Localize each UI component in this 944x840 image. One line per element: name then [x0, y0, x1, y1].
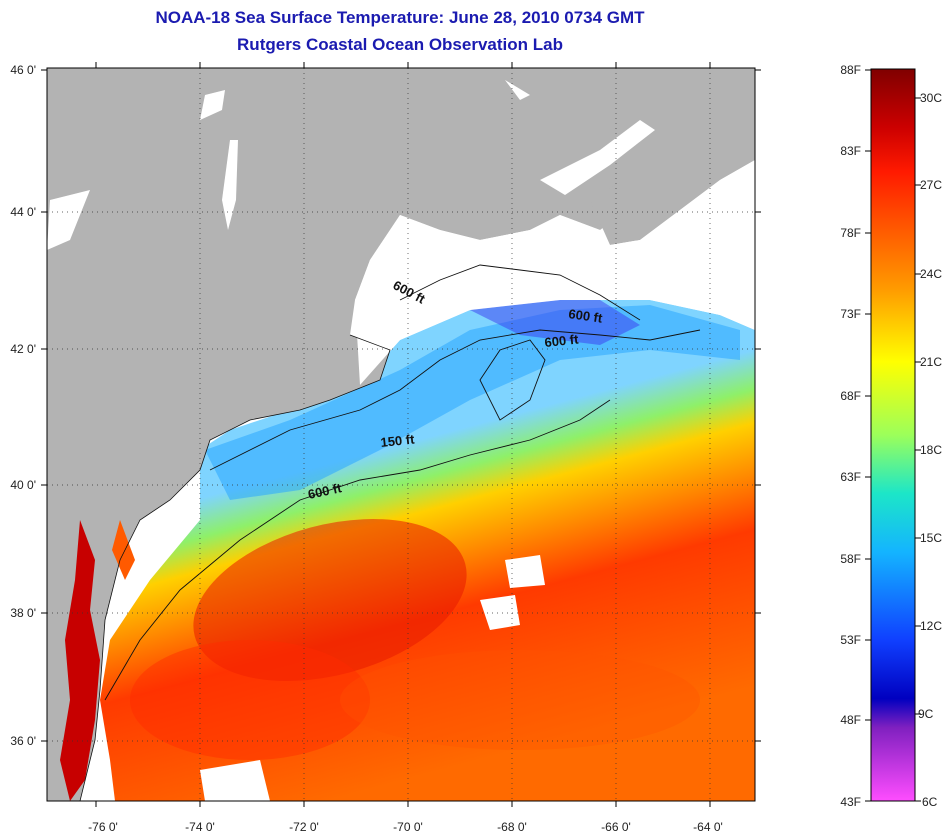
lon-tick-label: -74 0'	[185, 820, 215, 834]
coastline	[79, 334, 391, 801]
depth-label: 600 ft	[544, 331, 580, 350]
colorbar-f-label: 78F	[840, 226, 861, 240]
colorbar-f-label: 88F	[840, 63, 861, 77]
lat-tick-label: 42 0'	[10, 342, 36, 356]
colorbar-c-label: 30C	[920, 91, 942, 105]
lon-tick-label: -64 0'	[693, 820, 723, 834]
colorbar-f-label: 63F	[840, 470, 861, 484]
colorbar-c-label: 9C	[918, 707, 934, 721]
georges-bank-contour	[479, 339, 546, 421]
chesapeake-bay	[60, 520, 100, 801]
map-frame	[46, 67, 756, 802]
cloud-gap	[505, 555, 545, 588]
graticule	[47, 68, 755, 801]
shelf-cold-patches	[470, 296, 640, 345]
lat-tick-label: 40 0'	[10, 478, 36, 492]
land-us-east-coast	[47, 68, 755, 801]
isobath-600ft-north	[399, 264, 641, 321]
colorbar	[870, 68, 916, 802]
lake	[222, 140, 238, 230]
lat-tick-label: 46 0'	[10, 63, 36, 77]
colorbar-c-label: 6C	[922, 795, 938, 809]
depth-label: 150 ft	[380, 431, 416, 450]
shelf-cool-water	[205, 305, 740, 500]
lake	[200, 90, 225, 120]
colorbar-c-label: 21C	[920, 355, 942, 369]
isobath-150ft	[209, 329, 701, 471]
colorbar-f-label: 48F	[840, 713, 861, 727]
colorbar-f-label: 83F	[840, 144, 861, 158]
gulf-of-maine	[355, 160, 755, 385]
gulf-stream-core	[193, 518, 467, 682]
isobath-600ft	[104, 399, 611, 701]
lon-tick-label: -68 0'	[497, 820, 527, 834]
colorbar-f-label: 53F	[840, 633, 861, 647]
land-nova-scotia	[590, 118, 755, 245]
lon-tick-label: -70 0'	[393, 820, 423, 834]
map-subtitle: Rutgers Coastal Ocean Observation Lab	[237, 35, 563, 54]
colorbar-c-label: 12C	[920, 619, 942, 633]
colorbar-f-label: 73F	[840, 307, 861, 321]
lat-tick-label: 38 0'	[10, 606, 36, 620]
lon-tick-label: -72 0'	[289, 820, 319, 834]
cloud-gap	[480, 595, 520, 630]
colorbar-c-label: 18C	[920, 443, 942, 457]
lake	[47, 190, 90, 250]
colorbar-f-label: 68F	[840, 389, 861, 403]
map-title: NOAA-18 Sea Surface Temperature: June 28…	[155, 8, 645, 27]
colorbar-c-label: 24C	[920, 267, 942, 281]
colorbar-c-label: 27C	[920, 178, 942, 192]
lat-tick-label: 36 0'	[10, 734, 36, 748]
colorbar-c-label: 15C	[920, 531, 942, 545]
lon-tick-label: -66 0'	[601, 820, 631, 834]
lake	[505, 80, 530, 100]
colorbar-f-label: 43F	[840, 795, 861, 809]
lat-tick-label: 44 0'	[10, 205, 36, 219]
cloud-gap	[200, 760, 270, 801]
delaware-bay	[112, 520, 135, 580]
depth-label: 600 ft	[568, 306, 604, 326]
colorbar-f-label: 58F	[840, 552, 861, 566]
lon-tick-label: -76 0'	[88, 820, 118, 834]
depth-label: 600 ft	[307, 480, 344, 502]
